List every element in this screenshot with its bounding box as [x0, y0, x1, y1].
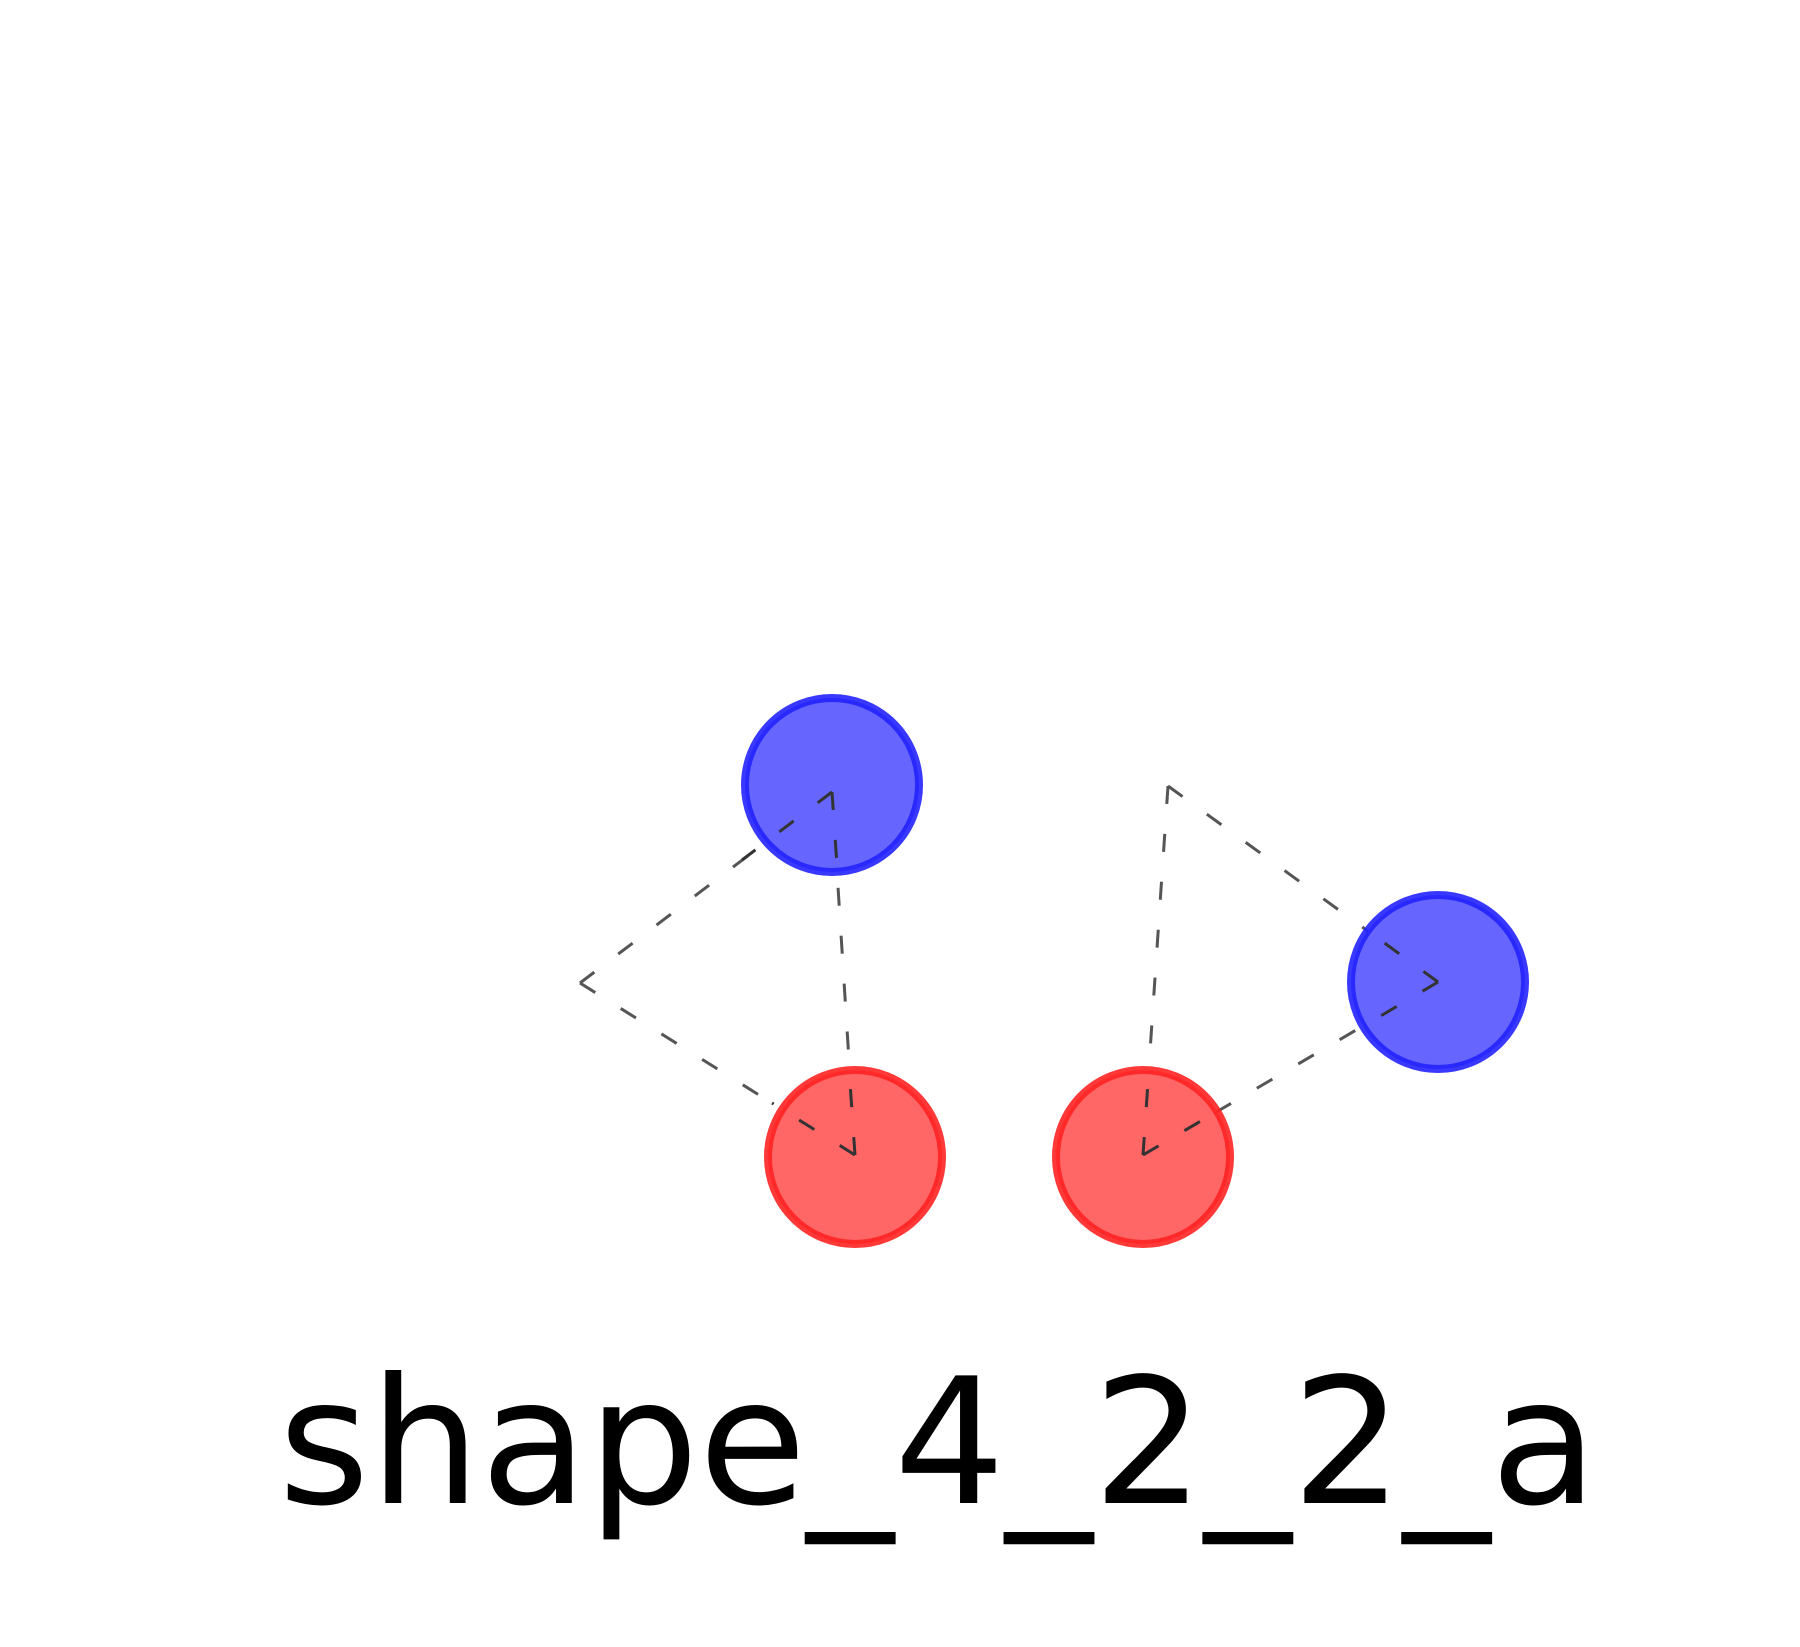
- edge-overlay-red1-up: [847, 1067, 857, 1156]
- edge-overlay-red2-up: [1141, 1067, 1151, 1156]
- edge-overlay-blue2-left: [1361, 980, 1439, 1029]
- red-node-2: [1052, 1066, 1234, 1248]
- edge-overlay-blue1-down: [830, 791, 840, 881]
- edge-overlay-red1-left: [771, 1101, 856, 1157]
- edge-overlay-blue1-left: [741, 790, 833, 862]
- edge-left-apex-to-blue: [579, 790, 833, 985]
- red-node-1: [764, 1066, 946, 1248]
- edge-overlay-red2-right: [1142, 1109, 1219, 1157]
- edge-left-apex-to-red: [579, 981, 856, 1157]
- edge-overlay-blue2-up: [1367, 929, 1439, 984]
- edge-right-apex-to-blue: [1167, 784, 1439, 984]
- edges-overlay: [741, 790, 1439, 1157]
- blue-node-1: [741, 694, 923, 876]
- shape-label: shape_4_2_2_a: [278, 1342, 1597, 1545]
- edge-right-apex-to-red: [1141, 785, 1170, 1156]
